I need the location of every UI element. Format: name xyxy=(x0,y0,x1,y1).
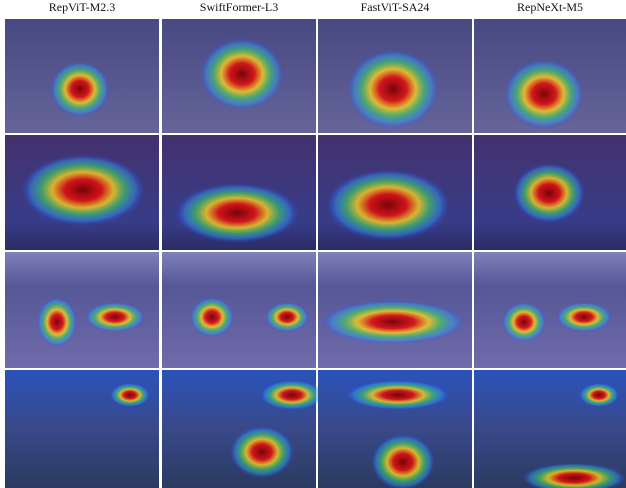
heatmap-cell xyxy=(474,19,626,133)
heatmap-cell xyxy=(318,370,472,488)
column-title: RepViT-M2.3 xyxy=(49,0,116,14)
heat-blob xyxy=(371,434,435,488)
heatmap-cell xyxy=(318,19,472,133)
heatmap-cell xyxy=(162,135,316,250)
heat-blob xyxy=(260,380,324,410)
heatmap-cell xyxy=(318,252,472,368)
column-title: SwiftFormer-L3 xyxy=(200,0,278,14)
heat-blob xyxy=(21,154,145,226)
heatmap-cell xyxy=(5,135,159,250)
heatmap-grid xyxy=(5,19,626,488)
heatmap-cell xyxy=(318,135,472,250)
heatmap-cell xyxy=(162,252,316,368)
heat-blob xyxy=(230,426,294,478)
heat-blob xyxy=(37,297,77,347)
heatmap-cell xyxy=(162,370,324,488)
heatmap-cell xyxy=(474,252,626,368)
heatmap-cell xyxy=(474,370,626,488)
heat-blob xyxy=(504,59,584,129)
heatmap-cell xyxy=(162,19,316,133)
heat-blob xyxy=(502,302,546,342)
heat-blob xyxy=(579,383,619,407)
heatmap-cell xyxy=(5,370,159,488)
heatmap-cell xyxy=(474,135,626,250)
heatmap-cell xyxy=(5,19,159,133)
heat-blob xyxy=(175,183,299,243)
heat-blob xyxy=(85,302,145,332)
heat-blob xyxy=(326,169,450,241)
heat-blob xyxy=(346,380,450,410)
column-title: FastViT-SA24 xyxy=(361,0,430,14)
column-headers: RepViT-M2.3 SwiftFormer-L3 FastViT-SA24 … xyxy=(49,0,583,14)
heat-blob xyxy=(513,163,585,223)
heat-blob xyxy=(50,61,110,117)
heat-blob xyxy=(190,297,234,337)
heatmap-cell xyxy=(5,252,159,368)
heat-blob xyxy=(110,383,150,407)
column-title: RepNeXt-M5 xyxy=(517,0,583,14)
heat-blob xyxy=(200,38,284,110)
heat-blob xyxy=(321,300,465,344)
heat-blob xyxy=(556,302,612,332)
heat-blob xyxy=(522,463,626,488)
heat-blob xyxy=(347,49,439,129)
heat-blob xyxy=(265,302,309,332)
